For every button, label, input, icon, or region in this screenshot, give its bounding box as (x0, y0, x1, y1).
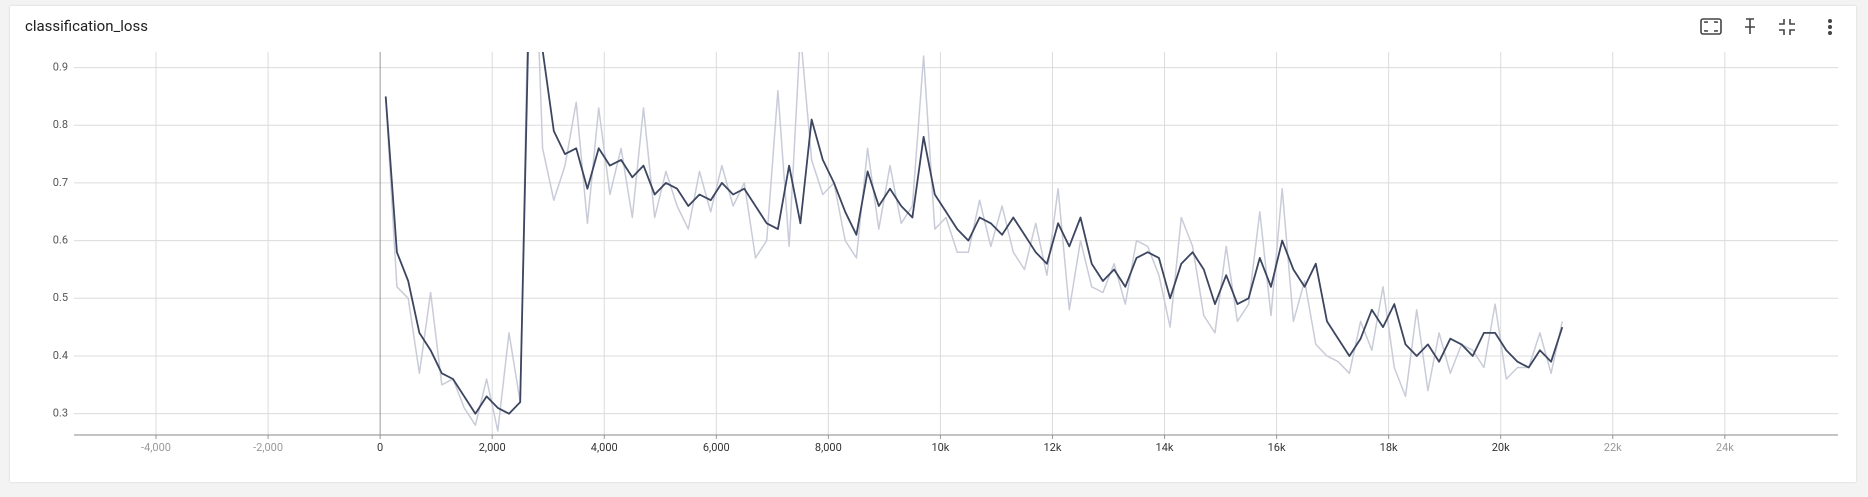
x-tick-label: 14k (1156, 441, 1174, 454)
x-tick-label: 20k (1492, 441, 1510, 454)
x-tick-label: -2,000 (253, 441, 283, 454)
y-tick-label: 0.3 (53, 407, 68, 420)
x-tick-label: 22k (1604, 441, 1622, 454)
x-tick-label: 12k (1044, 441, 1062, 454)
x-tick-label: 4,000 (591, 441, 618, 454)
y-tick-label: 0.5 (53, 291, 68, 304)
y-tick-label: 0.4 (53, 349, 68, 362)
x-tick-label: 10k (931, 441, 949, 454)
chart-card: classification_loss 0.3 0.4 0.5 0.6 0.7 0.8 0.… (10, 6, 1856, 482)
x-tick-label: 16k (1268, 441, 1286, 454)
x-tick-label: 18k (1380, 441, 1398, 454)
x-tick-label: 2,000 (479, 441, 506, 454)
x-tick-label: 8,000 (815, 441, 842, 454)
plot-area (384, 52, 1564, 432)
chart: classification_loss 0.3 0.4 0.5 0.6 0.7 0.8 0.… (25, 17, 1838, 454)
y-tick-label: 0.8 (53, 118, 68, 131)
x-tick-label: 0 (377, 441, 383, 454)
collapse-button[interactable] (1779, 19, 1795, 35)
y-tick-label: 0.6 (53, 234, 68, 247)
chart-title: classification_loss (25, 17, 148, 35)
pin-button[interactable] (1745, 18, 1755, 34)
fit-domain-button[interactable] (1700, 18, 1722, 35)
toolbar (1700, 18, 1832, 35)
more-button[interactable] (1828, 19, 1832, 35)
series-line (384, 52, 1564, 415)
y-tick-label: 0.9 (53, 60, 68, 73)
x-tick-label: 6,000 (703, 441, 730, 454)
x-tick-label: 24k (1716, 441, 1734, 454)
x-tick-label: -4,000 (141, 441, 171, 454)
y-tick-label: 0.7 (53, 176, 68, 189)
series-line (384, 52, 1564, 432)
